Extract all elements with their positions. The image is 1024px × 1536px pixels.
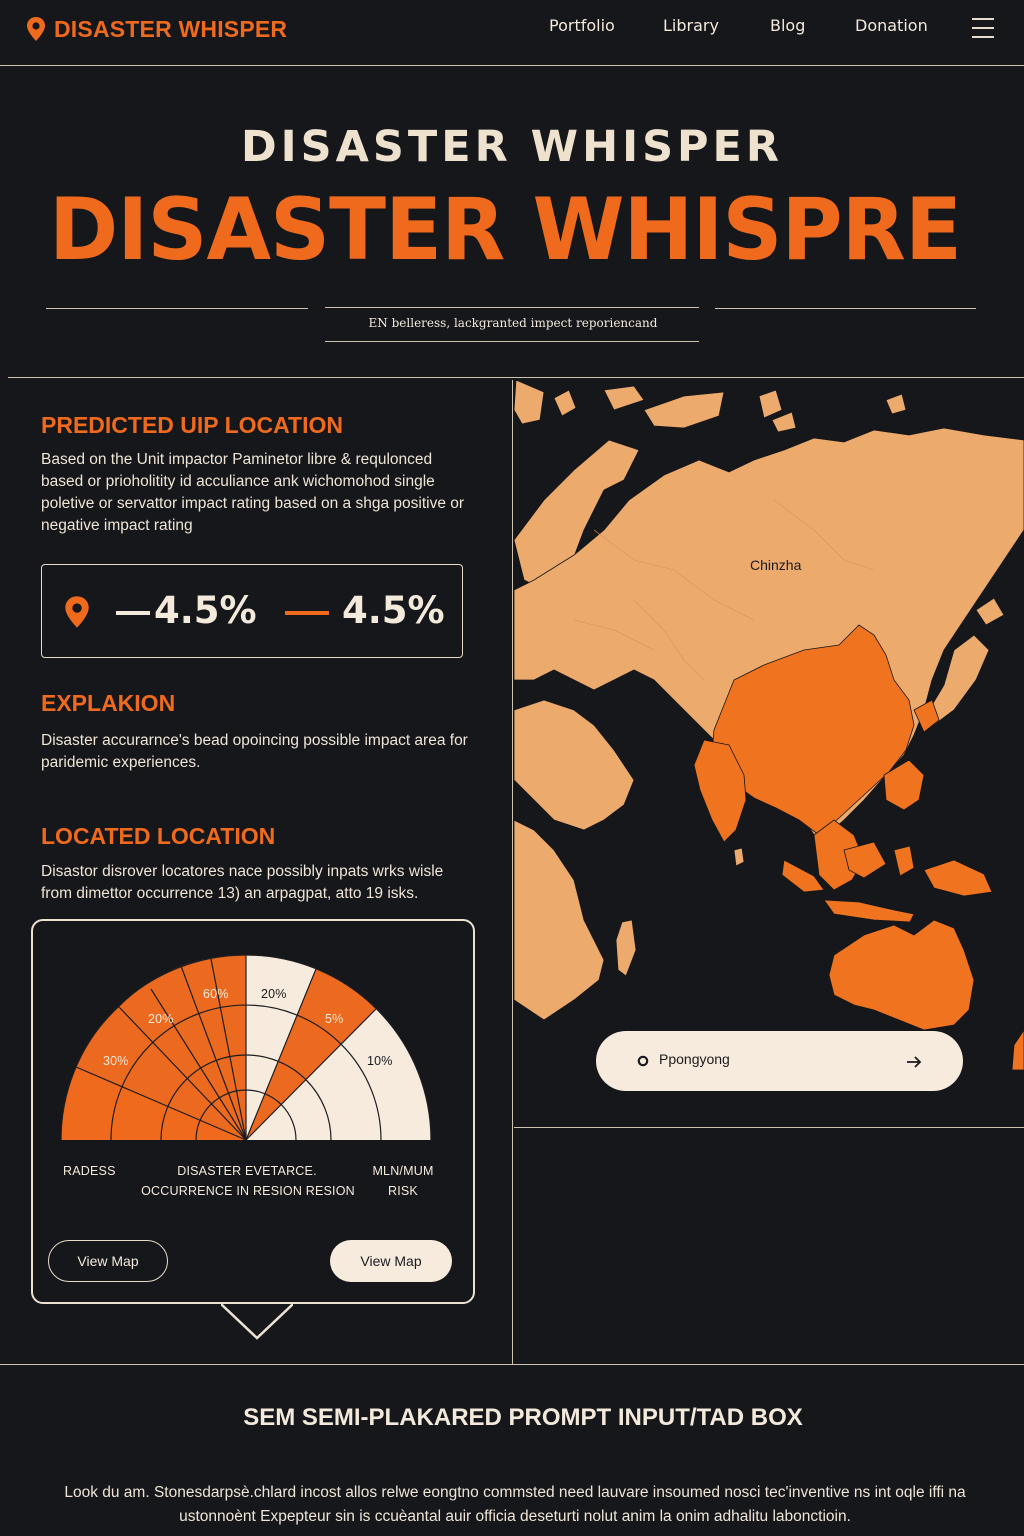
segment-label: 60% <box>203 987 229 1001</box>
location-pill[interactable]: Ppongyong <box>596 1031 963 1091</box>
minus-sign-accent <box>285 611 329 615</box>
brand[interactable]: DISASTER WHISPER <box>26 14 287 44</box>
divider <box>46 308 308 309</box>
divider <box>325 307 699 308</box>
explanation-heading: EXPLAKION <box>41 690 176 716</box>
caption-center-line2: OCCURRENCE IN RESION RESION <box>141 1184 355 1198</box>
location-dot-icon <box>637 1055 649 1067</box>
caption-right-line2: RISK <box>388 1184 418 1198</box>
hamburger-menu-icon[interactable] <box>972 18 994 38</box>
segment-label: 20% <box>261 987 287 1001</box>
brand-name: DISASTER WHISPER <box>54 15 288 42</box>
stat-value-2: 4.5% <box>342 589 445 632</box>
prompt-section-title: SEM SEMI-PLAKARED PROMPT INPUT/TAD BOX <box>243 1404 803 1431</box>
asia-map <box>514 380 1024 1071</box>
view-map-button[interactable]: View Map <box>330 1240 452 1282</box>
section-divider <box>8 377 1024 378</box>
risk-gauge <box>60 954 432 1141</box>
column-divider <box>512 380 513 1364</box>
segment-label: 5% <box>325 1012 344 1026</box>
section-divider <box>0 1364 1024 1365</box>
divider <box>325 341 699 342</box>
segment-label: 10% <box>367 1054 393 1068</box>
impact-stat-box: 4.5% 4.5% <box>41 564 463 658</box>
nav-link-library[interactable]: Library <box>663 16 719 35</box>
explanation-body: Disaster accurarnce's bead opoincing pos… <box>41 732 468 771</box>
view-map-button-outline[interactable]: View Map <box>48 1240 168 1282</box>
located-heading: LOCATED LOCATION <box>41 823 276 849</box>
segment-label: 30% <box>103 1054 129 1068</box>
segment-label: 20% <box>148 1012 174 1026</box>
arrow-right-icon <box>907 1056 922 1068</box>
nav-link-portfolio[interactable]: Portfolio <box>549 16 615 35</box>
minus-sign <box>116 611 150 615</box>
nav-link-blog[interactable]: Blog <box>770 16 806 35</box>
caption-left: RADESS <box>63 1164 116 1178</box>
hero-title-large: DISASTER WHISPRE <box>49 180 962 280</box>
divider <box>715 308 976 309</box>
divider <box>514 1127 1024 1128</box>
risk-card: 30% 20% 60% 20% 5% 10% RADESS DISASTER E… <box>31 919 475 1304</box>
stat-value-1: 4.5% <box>154 589 257 632</box>
nav-link-donation[interactable]: Donation <box>855 16 928 35</box>
hero-subtitle: EN belleress, lackgranted impect reporie… <box>368 316 658 330</box>
prompt-section-body: Look du am. Stonesdarpsè.chlard incost a… <box>64 1484 966 1525</box>
location-pill-text: Ppongyong <box>659 1051 730 1067</box>
top-navigation-bar: DISASTER WHISPER Portfolio Library Blog … <box>0 0 1024 66</box>
map-pin-icon <box>27 17 45 41</box>
located-body: Disastor disrover locatores nace possibl… <box>41 863 444 902</box>
predicted-heading: PREDICTED UIP LOCATION <box>41 412 343 438</box>
predicted-body: Based on the Unit impactor Paminetor lib… <box>41 451 465 534</box>
nav-links: Portfolio Library Blog Donation <box>0 16 1024 40</box>
caption-center-line1: DISASTER EVETARCE. <box>177 1164 317 1178</box>
caption-right-line1: MLN/MUM <box>372 1164 434 1178</box>
map-pin-icon <box>65 596 89 628</box>
map-region-label: Chinzha <box>750 557 802 573</box>
card-pointer <box>221 1303 293 1340</box>
hero-title-small: DISASTER WHISPER <box>240 122 784 172</box>
